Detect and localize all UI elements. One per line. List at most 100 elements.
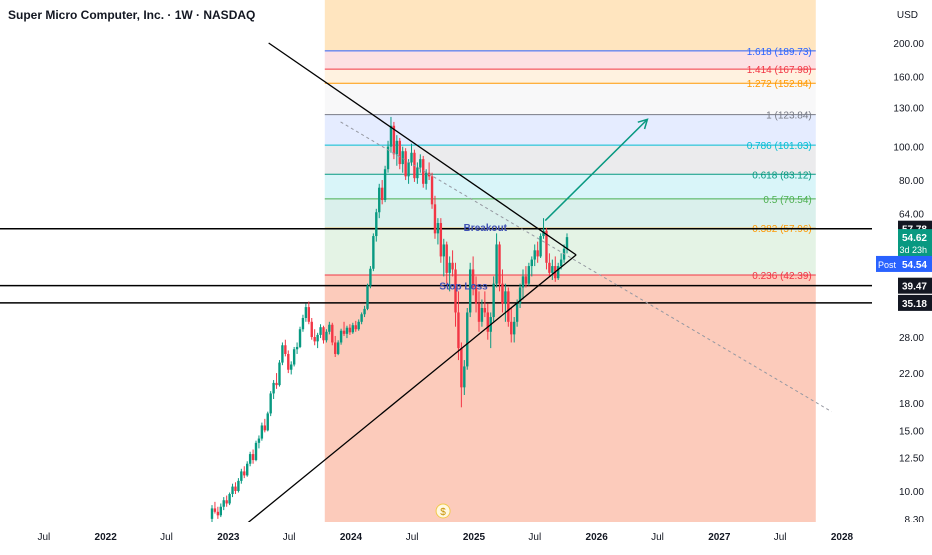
dividend-marker	[435, 503, 451, 519]
candle-body	[424, 172, 428, 184]
y-tick-label: 64.00	[899, 209, 924, 220]
fib-zone-top	[324, 0, 816, 51]
candle-body	[319, 327, 322, 335]
y-tick-label: 22.00	[899, 369, 924, 380]
fib-zone	[324, 69, 816, 84]
triangle-lower-line	[247, 254, 577, 524]
candle-body	[542, 230, 545, 237]
y-tick-label: 200.00	[893, 39, 924, 50]
post-price-label: 54.54	[902, 260, 927, 271]
candle-body	[313, 337, 316, 342]
candle-body	[521, 276, 525, 288]
candle-body	[257, 438, 261, 443]
y-tick-label: 130.00	[893, 103, 924, 114]
candle-body	[530, 259, 533, 267]
candle-body	[477, 303, 481, 322]
candle-body	[348, 327, 352, 333]
x-tick-label: Jul	[528, 532, 541, 543]
candle-body	[463, 366, 466, 388]
x-tick-label: Jul	[406, 532, 419, 543]
candle-body	[524, 276, 528, 284]
candle-body	[342, 330, 346, 334]
candle-body	[210, 508, 214, 519]
currency-label: USD	[897, 10, 918, 21]
candle-body	[254, 442, 258, 461]
candle-body	[401, 151, 404, 165]
candle-body	[565, 237, 569, 249]
candle-body	[419, 159, 422, 168]
current-price-label: 54.62	[902, 233, 927, 244]
candle-body	[225, 500, 228, 504]
current-price-tag	[898, 229, 932, 258]
candle-body	[360, 314, 363, 322]
candle-body	[471, 269, 475, 288]
candle-body	[213, 508, 217, 512]
candle-body	[375, 212, 378, 237]
candle-body	[507, 291, 510, 322]
post-price-tag	[898, 255, 932, 272]
y-tick-label: 10.00	[899, 487, 924, 498]
candle-body	[527, 266, 531, 284]
x-tick-label: 2024	[340, 532, 363, 543]
candle-body	[389, 125, 393, 147]
level-price-tag	[898, 294, 932, 311]
candle-body	[480, 307, 484, 322]
candle-body	[369, 268, 372, 286]
candle-body	[474, 287, 478, 304]
candle-body	[404, 151, 407, 177]
candle-body	[246, 463, 249, 476]
candle-body	[501, 283, 504, 304]
candle-body	[398, 140, 401, 165]
candle-body	[548, 262, 551, 273]
candle-body	[436, 223, 440, 234]
x-tick-label: Jul	[774, 532, 787, 543]
x-tick-label: 2025	[463, 532, 486, 543]
candle-body	[298, 329, 302, 347]
fib-level-label: 0.5 (70.54)	[763, 195, 811, 206]
candle-body	[536, 250, 539, 257]
candle-body	[275, 382, 278, 386]
candle-body	[287, 353, 290, 370]
candle-body	[512, 321, 516, 335]
y-tick-label: 100.00	[893, 143, 924, 154]
countdown-label: 3d 23h	[899, 245, 927, 255]
candle-body	[322, 327, 325, 341]
candle-body	[451, 262, 454, 270]
candle-body	[407, 162, 410, 177]
candle-body	[251, 454, 255, 461]
candle-body	[331, 324, 334, 343]
candle-body	[410, 152, 413, 163]
candle-body	[328, 324, 331, 332]
post-badge	[876, 255, 898, 272]
candle-body	[278, 362, 281, 386]
candle-body	[556, 266, 560, 279]
candle-body	[284, 345, 287, 354]
candle-body	[316, 334, 319, 342]
candle-body	[492, 283, 495, 318]
fib-zone	[324, 83, 816, 115]
candle-body	[237, 480, 240, 491]
candle-body	[515, 303, 519, 322]
candle-body	[383, 169, 387, 200]
candle-body	[295, 346, 299, 350]
candle-body	[386, 146, 390, 170]
chart-title: Super Micro Computer, Inc. · 1W · NASDAQ	[8, 8, 256, 22]
candle-body	[445, 244, 448, 273]
x-tick-label: Jul	[160, 532, 173, 543]
candle-body	[545, 230, 548, 263]
candle-body	[518, 287, 522, 304]
candle-body	[430, 176, 434, 205]
dashed-trendline	[340, 121, 832, 413]
level-price-tag	[898, 277, 932, 294]
candle-body	[354, 325, 357, 330]
x-tick-label: 2026	[586, 532, 609, 543]
level-price-tag-label: 39.47	[902, 282, 927, 293]
candle-body	[260, 425, 264, 439]
candle-body	[301, 317, 305, 330]
candle-body	[243, 471, 246, 476]
candle-body	[325, 331, 328, 341]
fib-level-label: 0.786 (101.03)	[747, 141, 812, 152]
candle-body	[366, 285, 369, 309]
candle-body	[290, 364, 293, 370]
